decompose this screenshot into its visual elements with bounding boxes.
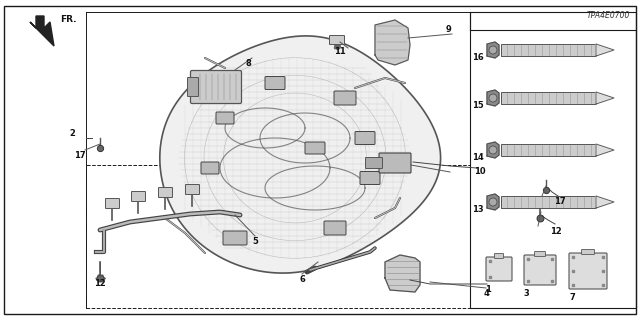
Text: 11: 11 [334,47,346,57]
FancyBboxPatch shape [186,185,200,195]
Text: 7: 7 [569,293,575,302]
Text: 12: 12 [550,228,562,236]
Text: 2: 2 [69,130,75,139]
Polygon shape [375,20,410,65]
Text: 13: 13 [472,205,484,214]
FancyBboxPatch shape [330,36,344,44]
Bar [86,165,470,308]
FancyBboxPatch shape [360,172,380,185]
FancyBboxPatch shape [495,253,504,259]
Bar [501,144,596,156]
Polygon shape [596,92,614,104]
FancyBboxPatch shape [131,191,145,202]
Text: 17: 17 [554,197,566,206]
FancyBboxPatch shape [582,250,595,254]
Circle shape [489,198,497,206]
Bar [470,12,636,308]
Text: 9: 9 [445,26,451,35]
Text: 3: 3 [523,290,529,299]
Polygon shape [30,16,54,46]
FancyBboxPatch shape [365,157,383,169]
Circle shape [489,146,497,154]
FancyBboxPatch shape [191,70,241,103]
Text: FR.: FR. [60,15,77,25]
Text: 5: 5 [252,237,258,246]
Text: 4: 4 [484,290,490,299]
Text: TPA4E0700: TPA4E0700 [587,11,630,20]
FancyBboxPatch shape [486,257,512,281]
Bar [501,44,596,56]
Polygon shape [487,90,499,106]
FancyBboxPatch shape [334,91,356,105]
FancyBboxPatch shape [305,142,325,154]
FancyBboxPatch shape [534,252,545,257]
FancyBboxPatch shape [201,162,219,174]
Text: 17: 17 [74,151,86,161]
Text: 1: 1 [485,285,491,294]
Circle shape [489,94,497,102]
FancyBboxPatch shape [355,132,375,145]
Polygon shape [487,142,499,158]
Bar [501,196,596,208]
Text: 14: 14 [472,154,484,163]
Polygon shape [487,194,499,210]
Polygon shape [596,144,614,156]
Text: 8: 8 [245,60,251,68]
FancyBboxPatch shape [106,198,120,209]
Polygon shape [385,255,420,292]
Circle shape [489,46,497,54]
FancyBboxPatch shape [379,153,411,173]
Polygon shape [160,36,440,273]
Text: 16: 16 [472,53,484,62]
FancyBboxPatch shape [159,188,173,197]
FancyBboxPatch shape [265,76,285,90]
FancyBboxPatch shape [524,255,556,285]
Polygon shape [596,44,614,56]
Polygon shape [596,196,614,208]
FancyBboxPatch shape [216,112,234,124]
FancyBboxPatch shape [569,253,607,289]
FancyBboxPatch shape [324,221,346,235]
Bar [501,92,596,104]
Text: 6: 6 [299,276,305,284]
Text: 10: 10 [474,167,486,177]
Text: 15: 15 [472,101,484,110]
Text: 12: 12 [94,279,106,289]
FancyBboxPatch shape [223,231,247,245]
FancyBboxPatch shape [188,77,198,97]
Polygon shape [487,42,499,58]
